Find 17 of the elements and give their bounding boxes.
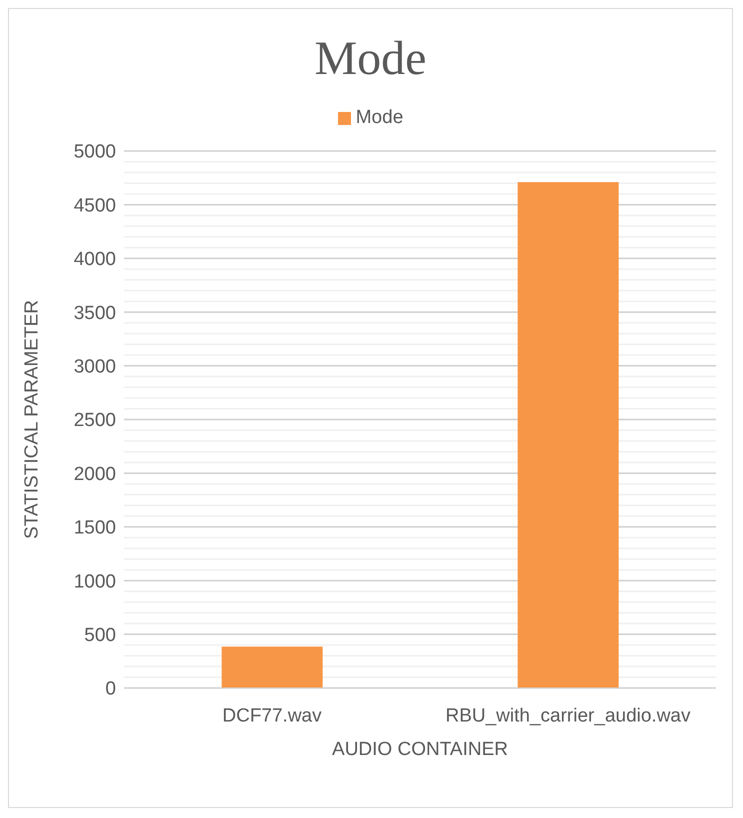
y-tick-label: 0 (105, 678, 116, 700)
y-tick-label: 4500 (74, 195, 116, 216)
x-tick-label: DCF77.wav (222, 705, 322, 726)
y-tick-label: 3500 (74, 302, 116, 324)
y-tick-label: 4000 (74, 249, 116, 270)
y-tick-label: 1000 (74, 571, 116, 592)
legend-label: Mode (354, 106, 404, 130)
y-axis-title: STATISTICAL PARAMETER (22, 300, 43, 539)
x-axis-title: AUDIO CONTAINER (332, 739, 508, 760)
y-tick-label: 3000 (74, 356, 116, 378)
y-tick-label: 5000 (74, 142, 116, 163)
y-tick-label: 500 (84, 625, 116, 646)
y-tick-label: 2000 (74, 464, 116, 485)
y-tick-label: 1500 (74, 518, 116, 539)
x-tick-label: RBU_with_carrier_audio.wav (446, 705, 691, 726)
y-tick-label: 2500 (74, 410, 116, 432)
chart-title: Mode (314, 31, 428, 87)
